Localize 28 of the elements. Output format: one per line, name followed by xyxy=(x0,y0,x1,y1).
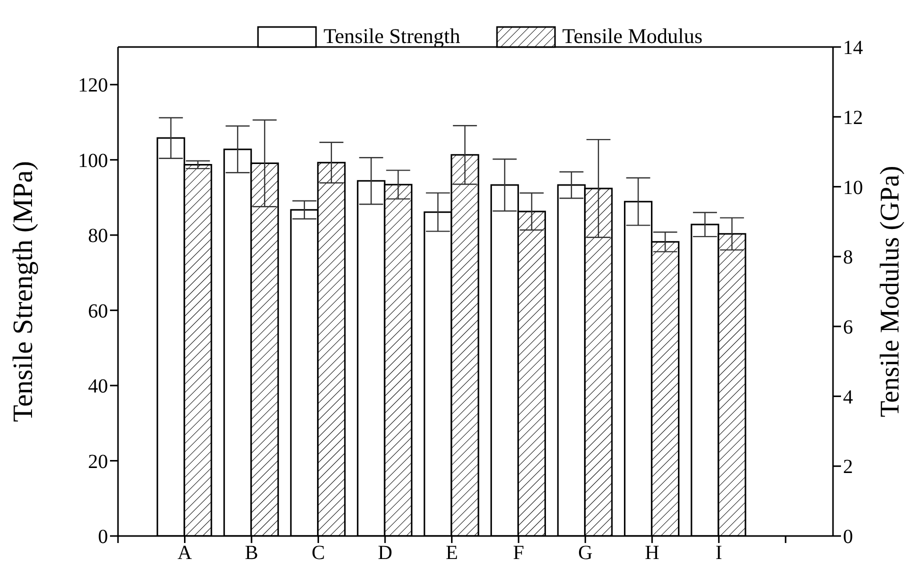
x-tick-label: G xyxy=(578,542,593,564)
y2-tick-label: 8 xyxy=(843,246,853,269)
y-tick-label: 100 xyxy=(78,150,108,172)
y2-tick-label: 12 xyxy=(843,106,863,129)
y2-tick-label: 14 xyxy=(843,37,863,60)
y-tick-label: 40 xyxy=(88,376,108,398)
y2-axis-title: Tensile Modulus (GPa) xyxy=(874,166,905,418)
x-tick-label: H xyxy=(644,542,660,564)
y-tick-label: 0 xyxy=(98,526,108,548)
y-axis-title: Tensile Strength (MPa) xyxy=(8,161,39,422)
x-tick-label: F xyxy=(513,542,524,564)
legend-label: Tensile Strength xyxy=(323,24,460,49)
x-tick-label: B xyxy=(244,542,258,564)
y2-tick-label: 10 xyxy=(843,176,863,199)
y-tick-label: 120 xyxy=(78,74,108,97)
y2-tick-label: 0 xyxy=(843,526,853,548)
x-tick-label: E xyxy=(446,542,458,564)
x-tick-label: D xyxy=(378,542,392,564)
y-tick-label: 20 xyxy=(88,450,108,473)
y2-tick-label: 6 xyxy=(843,316,853,339)
x-tick-label: I xyxy=(716,542,722,564)
y2-tick-label: 4 xyxy=(843,386,853,408)
x-tick-label: A xyxy=(178,542,193,564)
legend-label: Tensile Modulus xyxy=(562,24,703,49)
y2-tick-label: 2 xyxy=(843,456,853,478)
y-tick-label: 80 xyxy=(88,225,108,248)
x-tick-label: C xyxy=(312,542,325,564)
y-tick-label: 60 xyxy=(88,300,108,322)
